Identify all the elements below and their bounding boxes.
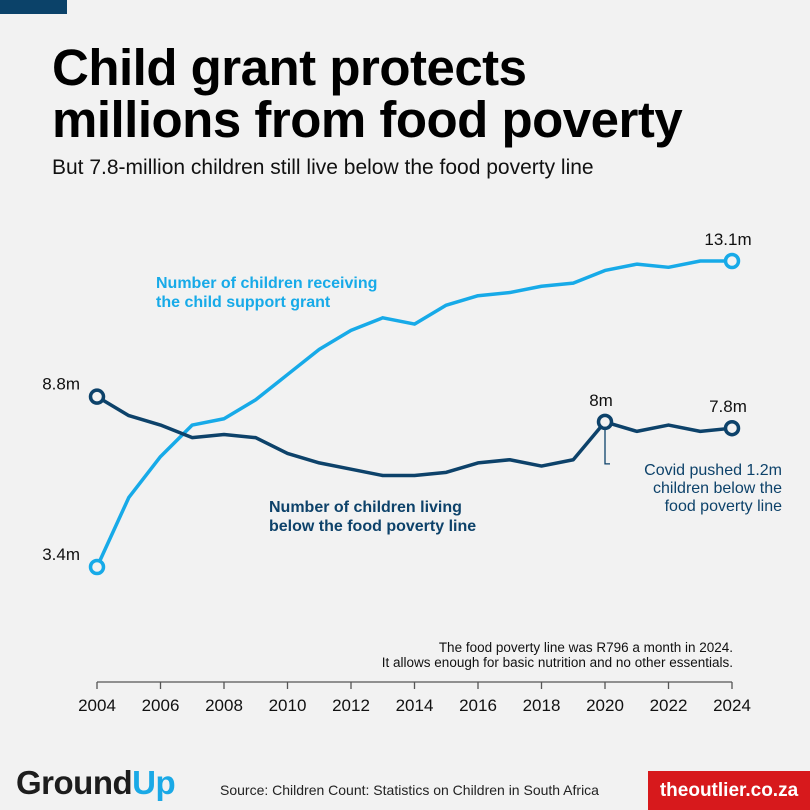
x-tick-label: 2004 xyxy=(78,696,116,715)
x-tick-label: 2012 xyxy=(332,696,370,715)
subtitle: But 7.8-million children still live belo… xyxy=(52,156,594,179)
covid-annotation-text: Covid pushed 1.2m xyxy=(644,462,782,479)
x-tick-label: 2008 xyxy=(205,696,243,715)
x-tick-label: 2024 xyxy=(713,696,751,715)
food-poverty-note: It allows enough for basic nutrition and… xyxy=(382,655,733,670)
x-tick-label: 2006 xyxy=(142,696,180,715)
grant-series-label: the child support grant xyxy=(156,294,331,311)
data-label: 8m xyxy=(589,391,613,410)
x-tick-label: 2020 xyxy=(586,696,624,715)
covid-annotation-text: food poverty line xyxy=(665,498,783,515)
data-label: 7.8m xyxy=(709,397,747,416)
poverty-series-label: below the food poverty line xyxy=(269,518,476,535)
title-line-1: Child grant protects xyxy=(52,39,527,96)
data-point-marker xyxy=(723,252,741,270)
title-line-2: millions from food poverty xyxy=(52,91,683,148)
logo-ground: Ground xyxy=(16,764,133,801)
data-label: 3.4m xyxy=(42,545,80,564)
covid-annotation-text: children below the xyxy=(653,480,782,497)
x-tick-label: 2018 xyxy=(523,696,561,715)
series-line-grant xyxy=(95,259,732,568)
x-tick-label: 2010 xyxy=(269,696,307,715)
food-poverty-note: The food poverty line was R796 a month i… xyxy=(439,640,733,655)
data-label: 13.1m xyxy=(704,230,751,249)
covid-annotation-leader xyxy=(604,429,610,465)
grant-series-label: Number of children receiving xyxy=(156,275,377,292)
outlier-badge: theoutlier.co.za xyxy=(648,771,810,810)
logo-up: Up xyxy=(132,764,176,801)
poverty-series-label: Number of children living xyxy=(269,499,462,516)
series-line-poverty xyxy=(96,395,733,478)
top-accent-bar xyxy=(0,0,67,14)
series-lines xyxy=(88,252,741,576)
page-title: Child grant protects millions from food … xyxy=(52,39,683,148)
source-note: Source: Children Count: Statistics on Ch… xyxy=(220,782,599,798)
data-point-marker xyxy=(88,388,106,405)
data-point-marker xyxy=(596,413,614,431)
x-tick-label: 2016 xyxy=(459,696,497,715)
x-tick-label: 2014 xyxy=(396,696,434,715)
data-label: 8.8m xyxy=(42,375,80,394)
chart-labels: 3.4m 13.1m 8.8m 8m 7.8m Number of children re… xyxy=(42,230,782,670)
groundup-logo: GroundUp xyxy=(16,764,176,802)
x-axis: 2004 2006 2008 2010 2012 2014 2016 2018 2020 2022… xyxy=(78,681,751,715)
x-tick-label: 2022 xyxy=(650,696,688,715)
data-point-marker xyxy=(723,419,741,437)
line-chart: 2004 2006 2008 2010 2012 2014 2016 2018 2020 2022… xyxy=(42,230,782,715)
data-point-marker xyxy=(88,558,106,576)
